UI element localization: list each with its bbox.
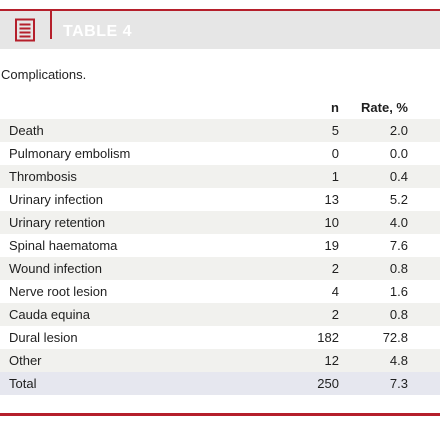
cell-n: 0 — [331, 146, 339, 161]
cell-complication: Death — [9, 123, 44, 138]
table-total-row: Total 250 7.3 — [0, 372, 440, 395]
cell-complication: Cauda equina — [9, 307, 90, 322]
bottom-accent-rule — [0, 413, 440, 416]
top-accent-rule — [0, 9, 440, 11]
cell-rate: 0.8 — [389, 261, 408, 276]
table-row: Nerve root lesion 4 1.6 — [0, 280, 440, 303]
table-row: Urinary retention 10 4.0 — [0, 211, 440, 234]
cell-complication: Total — [9, 376, 37, 391]
cell-rate: 2.0 — [389, 123, 408, 138]
table-row: Dural lesion 182 72.8 — [0, 326, 440, 349]
table-row: Pulmonary embolism 0 0.0 — [0, 142, 440, 165]
cell-n: 5 — [331, 123, 339, 138]
cell-n: 2 — [331, 261, 339, 276]
cell-n: 250 — [317, 376, 339, 391]
cell-rate: 0.4 — [389, 169, 408, 184]
cell-n: 12 — [324, 353, 339, 368]
cell-n: 182 — [317, 330, 339, 345]
cell-rate: 7.3 — [389, 376, 408, 391]
cell-rate: 0.0 — [389, 146, 408, 161]
cell-rate: 0.8 — [389, 307, 408, 322]
cell-rate: 4.8 — [389, 353, 408, 368]
cell-complication: Thrombosis — [9, 169, 77, 184]
cell-rate: 72.8 — [382, 330, 408, 345]
cell-complication: Urinary infection — [9, 192, 103, 207]
cell-n: 4 — [331, 284, 339, 299]
document-icon — [11, 16, 38, 43]
table-row: Death 5 2.0 — [0, 119, 440, 142]
cell-complication: Dural lesion — [9, 330, 78, 345]
cell-rate: 7.6 — [389, 238, 408, 253]
cell-n: 10 — [324, 215, 339, 230]
cell-rate: 1.6 — [389, 284, 408, 299]
cell-n: 2 — [331, 307, 339, 322]
table-row: Urinary infection 13 5.2 — [0, 188, 440, 211]
cell-n: n — [331, 100, 339, 115]
table-row: Spinal haematoma 19 7.6 — [0, 234, 440, 257]
table-row: Cauda equina 2 0.8 — [0, 303, 440, 326]
table-header-bar — [0, 11, 440, 49]
cell-n: 13 — [324, 192, 339, 207]
cell-rate: 4.0 — [389, 215, 408, 230]
cell-complication: Other — [9, 353, 42, 368]
table-caption: Complications. — [1, 67, 87, 82]
cell-complication: Spinal haematoma — [9, 238, 118, 253]
cell-rate: Rate, % — [361, 100, 408, 115]
cell-complication: Wound infection — [9, 261, 102, 276]
table-label: TABLE 4 — [63, 23, 132, 40]
table-row: Other 12 4.8 — [0, 349, 440, 372]
cell-complication: Urinary retention — [9, 215, 106, 230]
table-row: Wound infection 2 0.8 — [0, 257, 440, 280]
cell-n: 19 — [324, 238, 339, 253]
cell-complication: Nerve root lesion — [9, 284, 108, 299]
header-separator — [50, 11, 52, 39]
cell-complication: Pulmonary embolism — [9, 146, 131, 161]
table-header-row: n Rate, % — [0, 96, 440, 119]
cell-rate: 5.2 — [389, 192, 408, 207]
table-row: Thrombosis 1 0.4 — [0, 165, 440, 188]
cell-n: 1 — [331, 169, 339, 184]
